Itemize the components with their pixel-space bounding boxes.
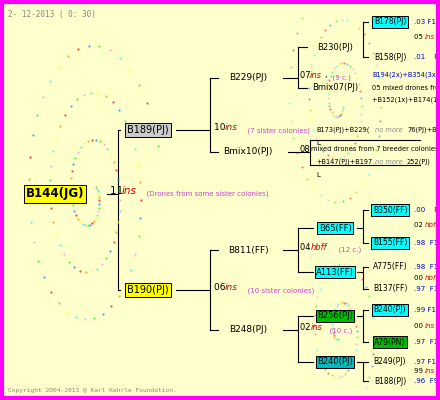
Text: B230(PJ): B230(PJ): [317, 42, 353, 52]
Text: B190(PJ): B190(PJ): [127, 285, 169, 295]
Text: 04: 04: [300, 242, 313, 252]
Text: B194(2x)+B354(3x)+B243(2x)..: B194(2x)+B354(3x)+B243(2x)..: [372, 72, 440, 78]
Text: 76(PJ)+B284(PJ): 76(PJ)+B284(PJ): [407, 127, 440, 133]
Text: B229(PJ): B229(PJ): [229, 74, 267, 82]
Text: (9 c.): (9 c.): [328, 75, 351, 81]
Text: 06: 06: [214, 284, 228, 292]
Text: B178(PJ): B178(PJ): [374, 18, 406, 26]
Text: B248(PJ): B248(PJ): [229, 326, 267, 334]
Text: hbff: hbff: [311, 242, 328, 252]
Text: +B152(1x)+B174(1x)  no more: +B152(1x)+B174(1x) no more: [372, 97, 440, 103]
Text: .00    F25 -B-xxx43: .00 F25 -B-xxx43: [414, 207, 440, 213]
Text: ins: ins: [425, 323, 435, 329]
Text: 10: 10: [214, 124, 228, 132]
Text: 00: 00: [414, 275, 425, 281]
Text: B256(PJ): B256(PJ): [317, 312, 353, 320]
Text: B144(JG): B144(JG): [26, 188, 84, 200]
Text: ins: ins: [122, 186, 137, 196]
Text: 252(PJ): 252(PJ): [407, 159, 431, 165]
Text: .01    F5 -Takab93R: .01 F5 -Takab93R: [414, 54, 440, 60]
Text: 2- 12-2013 ( 0: 30): 2- 12-2013 ( 0: 30): [8, 10, 96, 19]
Text: B811(FF): B811(FF): [227, 246, 268, 254]
Text: 02: 02: [414, 222, 425, 228]
Text: (Drones from some sister colonies): (Drones from some sister colonies): [142, 191, 269, 197]
Text: B249(PJ): B249(PJ): [374, 358, 406, 366]
Text: L: L: [316, 172, 320, 178]
Text: B158(PJ): B158(PJ): [374, 52, 406, 62]
Text: 07: 07: [300, 70, 313, 80]
Text: ins: ins: [425, 368, 435, 374]
Text: (7 sister colonies): (7 sister colonies): [243, 128, 310, 134]
Text: B240(PJ): B240(PJ): [317, 358, 353, 366]
Text: .97 F10 -AthosSt80R: .97 F10 -AthosSt80R: [414, 359, 440, 365]
Text: .96  F9 -AthosSt80R: .96 F9 -AthosSt80R: [414, 378, 440, 384]
Text: ins: ins: [225, 284, 238, 292]
Text: B240(PJ): B240(PJ): [374, 306, 406, 314]
Text: ins: ins: [225, 124, 238, 132]
Text: B173(PJ)+B229(: B173(PJ)+B229(: [316, 127, 369, 133]
Text: A79(PN): A79(PN): [374, 338, 406, 346]
Text: L: L: [316, 140, 320, 146]
Text: hbff: hbff: [425, 222, 439, 228]
Text: B350(FF): B350(FF): [373, 206, 407, 214]
Text: Bmix07(PJ): Bmix07(PJ): [312, 84, 358, 92]
Text: Copyright 2004-2013 @ Karl Kehrle Foundation.: Copyright 2004-2013 @ Karl Kehrle Founda…: [8, 388, 177, 393]
Text: ,: ,: [324, 70, 326, 80]
Text: +B147(PJ)+B197: +B147(PJ)+B197: [316, 159, 372, 165]
Text: 02: 02: [300, 324, 313, 332]
Text: .98  F17 -Sinop62R: .98 F17 -Sinop62R: [414, 240, 440, 246]
Text: (12 c.): (12 c.): [334, 247, 361, 253]
Text: B137(FF): B137(FF): [373, 284, 407, 294]
Text: ins: ins: [425, 34, 435, 40]
Text: 05: 05: [414, 34, 425, 40]
Text: no more: no more: [375, 159, 403, 165]
Text: .97  F1 -Cankiri97Q: .97 F1 -Cankiri97Q: [414, 339, 440, 345]
Text: (6 sister colonies): (6 sister colonies): [437, 368, 440, 374]
Text: (10 sister colonies): (10 sister colonies): [437, 34, 440, 40]
Text: Bmix10(PJ): Bmix10(PJ): [224, 148, 273, 156]
Text: mixed drones from 7 breeder colonies: mixed drones from 7 breeder colonies: [311, 146, 439, 152]
Text: B188(PJ): B188(PJ): [374, 376, 406, 386]
Text: .98  F19 -Sinop62R: .98 F19 -Sinop62R: [414, 264, 440, 270]
Text: A113(FF): A113(FF): [316, 268, 354, 276]
Text: A775(FF): A775(FF): [373, 262, 407, 272]
Text: .97  F17 -Sinop62R: .97 F17 -Sinop62R: [414, 286, 440, 292]
Text: no more: no more: [375, 127, 403, 133]
Text: (1 single colony): (1 single colony): [437, 323, 440, 329]
Text: 00: 00: [414, 323, 425, 329]
Text: ins: ins: [310, 70, 322, 80]
Text: B65(FF): B65(FF): [319, 224, 352, 232]
Text: 08: 08: [300, 144, 311, 154]
Text: (10 sister colonies): (10 sister colonies): [243, 288, 314, 294]
Text: B189(PJ): B189(PJ): [127, 125, 169, 135]
Text: 99: 99: [414, 368, 425, 374]
Text: .99 F11 -AthosSt80R: .99 F11 -AthosSt80R: [414, 307, 440, 313]
Text: ins: ins: [311, 324, 323, 332]
Text: (10 c.): (10 c.): [325, 328, 352, 334]
Text: .03 F13 -AthosSt80R: .03 F13 -AthosSt80R: [414, 19, 440, 25]
Text: 11: 11: [110, 186, 127, 196]
Text: B155(FF): B155(FF): [373, 238, 407, 248]
Text: 05 mixed drones from 9 breeder col..: 05 mixed drones from 9 breeder col..: [372, 85, 440, 91]
Text: hbff: hbff: [425, 275, 439, 281]
